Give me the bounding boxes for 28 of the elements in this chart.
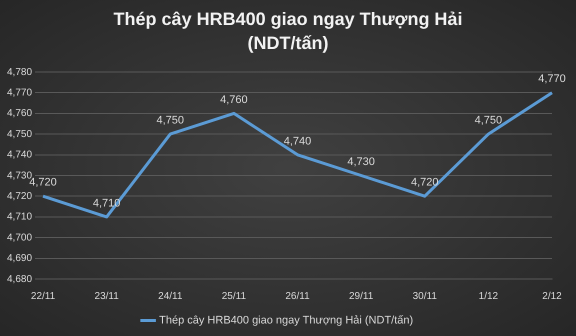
chart-title: Thép cây HRB400 giao ngay Thượng Hải (NDT/tấn) <box>112 8 464 55</box>
x-tick-label: 2/12 <box>542 290 562 302</box>
data-label: 4,740 <box>284 135 312 148</box>
y-tick-label: 4,780 <box>6 66 32 78</box>
x-tick-label: 1/12 <box>478 290 499 302</box>
y-tick-label: 4,740 <box>6 150 32 161</box>
y-tick-label: 4,710 <box>6 212 32 223</box>
data-label: 4,750 <box>156 114 184 127</box>
x-tick-label: 25/11 <box>222 290 246 302</box>
data-label: 4,750 <box>474 114 502 127</box>
y-tick-label: 4,760 <box>6 108 32 120</box>
data-label: 4,730 <box>347 156 375 168</box>
x-tick-label: 23/11 <box>94 290 120 302</box>
data-label: 4,720 <box>410 176 439 189</box>
legend-label: Thép cây HRB400 giao ngay Thượng Hải (NDT/tấn) <box>159 314 414 327</box>
y-tick-label: 4,750 <box>6 128 32 140</box>
x-tick-label: 24/11 <box>158 290 183 302</box>
y-tick-label: 4,720 <box>6 190 32 202</box>
y-tick-label: 4,690 <box>6 253 32 264</box>
y-tick-label: 4,680 <box>6 274 32 285</box>
x-tick-label: 26/11 <box>285 290 310 302</box>
x-tick-label: 22/11 <box>30 290 56 302</box>
data-label: 4,760 <box>220 94 248 106</box>
y-tick-label: 4,700 <box>6 232 32 244</box>
x-tick-label: 30/11 <box>412 290 438 302</box>
x-tick-label: 29/11 <box>348 290 374 302</box>
y-tick-label: 4,770 <box>6 87 32 98</box>
data-label: 4,770 <box>538 73 566 86</box>
